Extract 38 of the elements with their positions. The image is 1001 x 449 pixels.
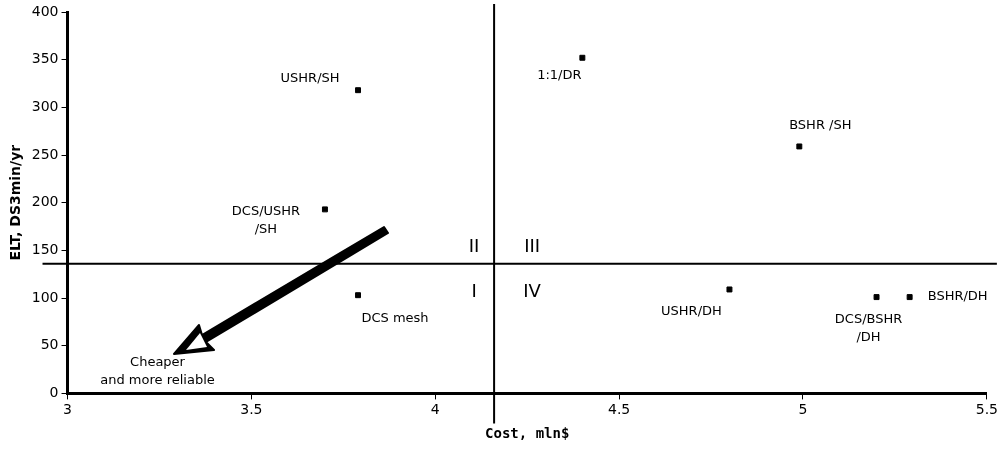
annotation: BSHR/DH (927, 288, 988, 304)
y-axis-title: ELT, DS3min/yr (7, 144, 24, 261)
x-tick-label: 5.5 (975, 401, 998, 418)
annotation: DCS/BSHR /DH (834, 311, 903, 345)
x-tick-label: 3.5 (240, 401, 263, 418)
x-tick-label: 3 (63, 401, 72, 418)
annotation: USHR/DH (661, 302, 722, 318)
point (726, 286, 733, 293)
point (355, 292, 362, 299)
x-axis-title: Cost, mln$ (485, 425, 570, 442)
x-tick-label: 5 (798, 401, 808, 418)
annotation: BSHR /SH (789, 116, 852, 132)
point (906, 294, 913, 301)
y-tick-label: 100 (31, 288, 59, 305)
point (321, 206, 328, 213)
annotation: Cheaper and more reliable (100, 353, 215, 387)
y-tick-label: 300 (31, 97, 59, 114)
annotation: 1:1/DR (537, 67, 582, 83)
annotation: I (471, 280, 477, 302)
point (355, 87, 362, 94)
y-tick-label: 150 (31, 241, 59, 258)
x-tick-label: 4.5 (608, 401, 631, 418)
point (873, 294, 880, 301)
annotation: II (468, 235, 480, 257)
annotation: III (524, 235, 541, 257)
y-tick-label: 400 (31, 2, 59, 19)
y-tick-label: 0 (49, 384, 59, 401)
annotation: USHR/SH (280, 69, 340, 85)
y-tick-label: 350 (31, 50, 59, 67)
annotation: IV (523, 280, 542, 302)
y-tick-label: 200 (31, 193, 59, 210)
point (796, 143, 803, 150)
y-tick-label: 250 (31, 145, 59, 162)
y-tick-label: 50 (40, 336, 59, 353)
annotation: DCS mesh (361, 309, 429, 325)
annotation: DCS/USHR /SH (231, 202, 301, 236)
point (579, 54, 586, 61)
x-tick-label: 4 (430, 401, 440, 418)
